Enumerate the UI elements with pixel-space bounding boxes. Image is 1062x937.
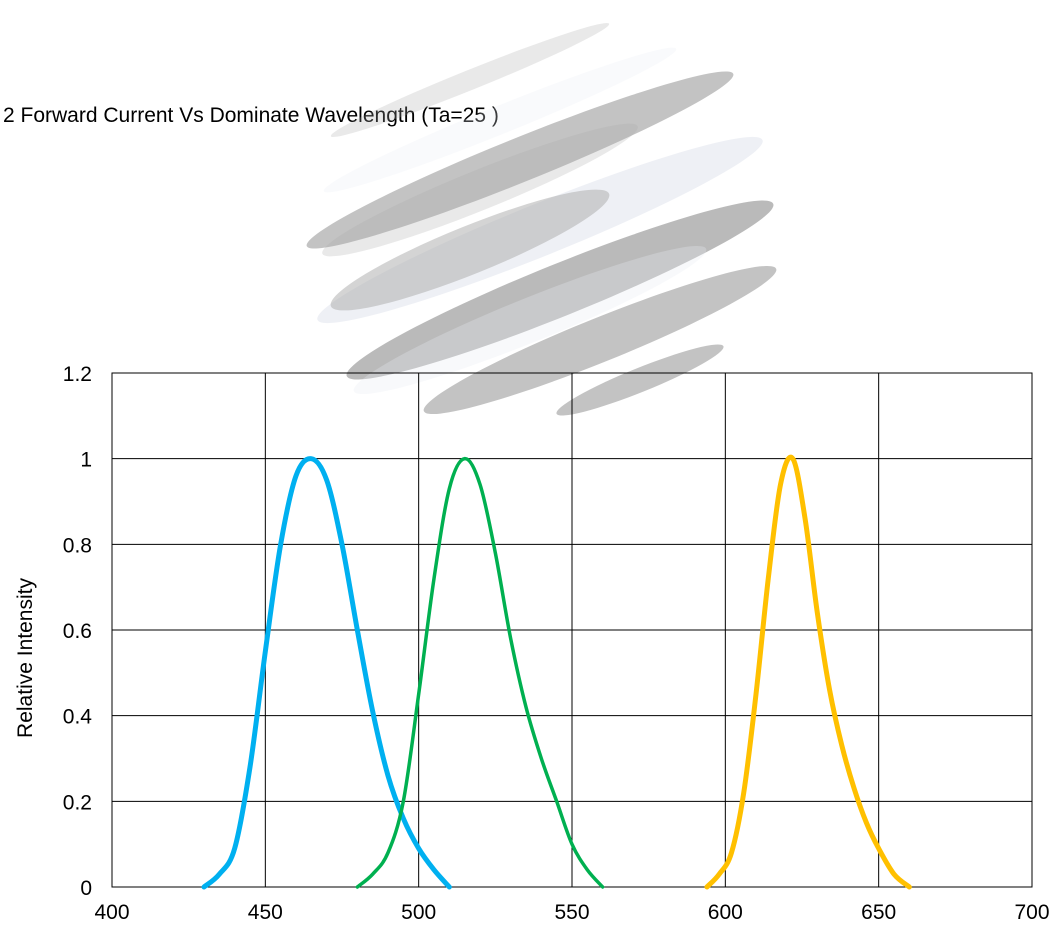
y-tick-label: 0.6	[63, 620, 92, 643]
watermark-band	[353, 245, 707, 395]
x-tick-label: 550	[554, 901, 589, 924]
x-tick-label: 700	[1014, 901, 1049, 924]
y-tick-label: 1.2	[63, 363, 92, 386]
x-tick-label: 500	[401, 901, 436, 924]
x-tick-label: 450	[248, 901, 283, 924]
y-tick-label: 0.8	[63, 534, 92, 557]
x-tick-label: 650	[861, 901, 896, 924]
series-group	[201, 454, 912, 890]
watermark-band	[423, 265, 777, 415]
chart-title: 2 Forward Current Vs Dominate Wavelength…	[3, 104, 499, 127]
watermark-band	[556, 344, 724, 416]
y-tick-label: 0.2	[63, 791, 92, 814]
tick-labels: 400 450 500 550 600 650 700 0 0.2 0.4 0.6 0.8 1 1.2	[63, 363, 1050, 924]
y-tick-label: 0.4	[63, 706, 93, 729]
series-line-2	[355, 456, 605, 889]
plot-frame	[111, 372, 1033, 888]
watermark-logo	[306, 23, 777, 416]
x-tick-label: 600	[708, 901, 743, 924]
watermark-band	[306, 71, 734, 249]
grid	[111, 372, 1033, 888]
y-tick-label: 1	[80, 449, 92, 472]
watermark-band	[323, 47, 677, 193]
watermark-band	[330, 23, 610, 137]
watermark-band	[330, 189, 610, 311]
y-axis-label: Relative Intensity	[14, 578, 37, 738]
y-tick-label: 0	[80, 877, 92, 900]
series-line-3	[704, 454, 912, 890]
series-line-1	[201, 456, 452, 890]
watermark-band	[322, 123, 638, 257]
x-tick-label: 400	[94, 901, 129, 924]
watermark-band	[346, 200, 774, 380]
